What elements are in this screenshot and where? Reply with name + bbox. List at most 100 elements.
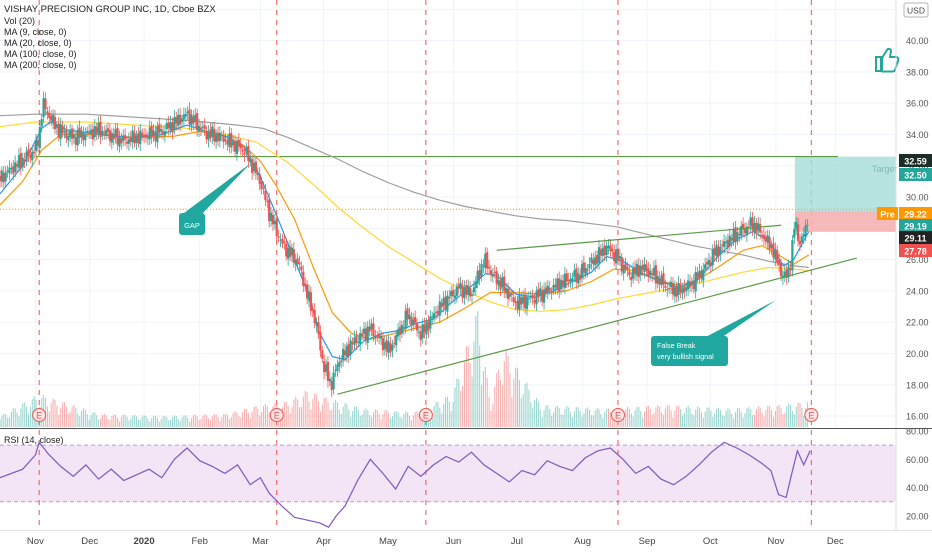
candle-body xyxy=(578,275,582,280)
gap-callout-box xyxy=(179,213,205,235)
volume-bar xyxy=(454,387,456,427)
earnings-marker-circle[interactable] xyxy=(32,408,47,422)
candle-body xyxy=(84,134,87,141)
candle-body xyxy=(233,142,237,152)
earnings-marker-circle[interactable] xyxy=(610,408,625,422)
candle-body xyxy=(201,126,204,128)
volume-bar xyxy=(774,411,776,427)
volume-bar xyxy=(592,415,594,427)
candle-body xyxy=(133,132,136,144)
entry-price-tag-bg xyxy=(899,231,932,244)
candle-body xyxy=(144,134,148,138)
volume-bar xyxy=(704,411,706,427)
volume-bar xyxy=(674,410,676,427)
volume-bar xyxy=(517,368,519,427)
volume-bar xyxy=(788,403,790,427)
candle-body xyxy=(432,313,436,319)
earnings-marker[interactable]: E xyxy=(418,408,433,422)
candle-body xyxy=(381,337,385,351)
candle-body xyxy=(82,132,85,141)
volume-bar xyxy=(680,409,682,427)
candle-body xyxy=(53,116,57,130)
candle-body xyxy=(692,280,695,290)
candle-body xyxy=(685,287,688,291)
trendline-upper xyxy=(496,224,782,251)
candle-body xyxy=(415,322,419,331)
candle-body xyxy=(580,264,584,279)
candle-body xyxy=(400,324,403,334)
gap-label: GAP xyxy=(184,221,200,230)
candle-body xyxy=(230,133,233,148)
candle-body xyxy=(124,135,127,140)
candle-body xyxy=(798,240,802,245)
earnings-marker[interactable]: E xyxy=(804,408,819,422)
candle-body xyxy=(487,266,491,269)
candle-body xyxy=(567,279,570,282)
volume-bar xyxy=(744,413,746,427)
candle-body xyxy=(362,328,366,334)
candle-body xyxy=(649,270,652,276)
volume-bar xyxy=(416,411,418,427)
volume-bar xyxy=(342,406,344,427)
volume-bar xyxy=(75,407,77,427)
earnings-marker-circle[interactable] xyxy=(804,408,819,422)
volume-bar xyxy=(607,408,610,427)
volume-bar xyxy=(556,405,558,427)
earnings-marker-label: E xyxy=(615,411,621,421)
candle-body xyxy=(508,293,512,297)
volume-bar xyxy=(190,418,193,427)
indicator-legend-item: MA (20, close, 0) xyxy=(4,38,72,48)
volume-bar xyxy=(242,411,244,427)
volume-bar xyxy=(735,412,737,427)
candle-body xyxy=(427,321,430,331)
candle-body xyxy=(512,297,515,302)
volume-bar xyxy=(484,367,486,427)
candle-body xyxy=(154,132,157,141)
pre-market-price-tag-bg xyxy=(899,207,932,220)
candle-body xyxy=(135,135,138,144)
volume-bar xyxy=(384,410,386,427)
candle-body xyxy=(561,280,565,286)
candle-body xyxy=(59,124,62,140)
candle-body xyxy=(19,153,22,169)
candle-body xyxy=(105,129,108,135)
candle-body xyxy=(414,317,417,323)
candle-body xyxy=(228,133,231,147)
candle-body xyxy=(671,283,675,295)
volume-bar xyxy=(545,405,547,427)
volume-bar xyxy=(784,412,786,427)
volume-bar xyxy=(547,405,549,427)
earnings-marker[interactable]: E xyxy=(269,408,284,422)
candle-body xyxy=(89,129,93,135)
stop-price-tag-text: 27.78 xyxy=(904,247,927,257)
candle-body xyxy=(294,260,297,265)
volume-bar xyxy=(539,409,541,427)
candle-body xyxy=(404,310,407,329)
time-tick-label: May xyxy=(379,536,397,547)
volume-bar xyxy=(202,415,204,427)
thumbs-up-icon[interactable] xyxy=(875,47,900,73)
volume-bar xyxy=(666,404,668,427)
volume-bar xyxy=(149,421,151,427)
candle-body xyxy=(65,130,68,139)
candle-body xyxy=(571,277,574,282)
earnings-marker[interactable]: E xyxy=(610,408,625,422)
candle-body xyxy=(535,290,538,305)
volume-bar xyxy=(105,415,107,427)
volume-bar xyxy=(82,408,85,427)
volume-bar xyxy=(748,407,750,427)
candle-body xyxy=(188,109,191,125)
earnings-marker-circle[interactable] xyxy=(269,408,284,422)
candle-body xyxy=(491,273,494,277)
currency-box[interactable] xyxy=(903,2,929,18)
volume-bar xyxy=(128,420,130,427)
candle-body xyxy=(357,341,360,343)
candle-body xyxy=(743,229,747,233)
earnings-marker-circle[interactable] xyxy=(418,408,433,422)
earnings-marker[interactable]: E xyxy=(32,408,47,422)
candle-body xyxy=(677,283,680,295)
candle-body xyxy=(108,130,112,141)
candle-body xyxy=(505,288,508,294)
candle-body xyxy=(762,235,766,239)
